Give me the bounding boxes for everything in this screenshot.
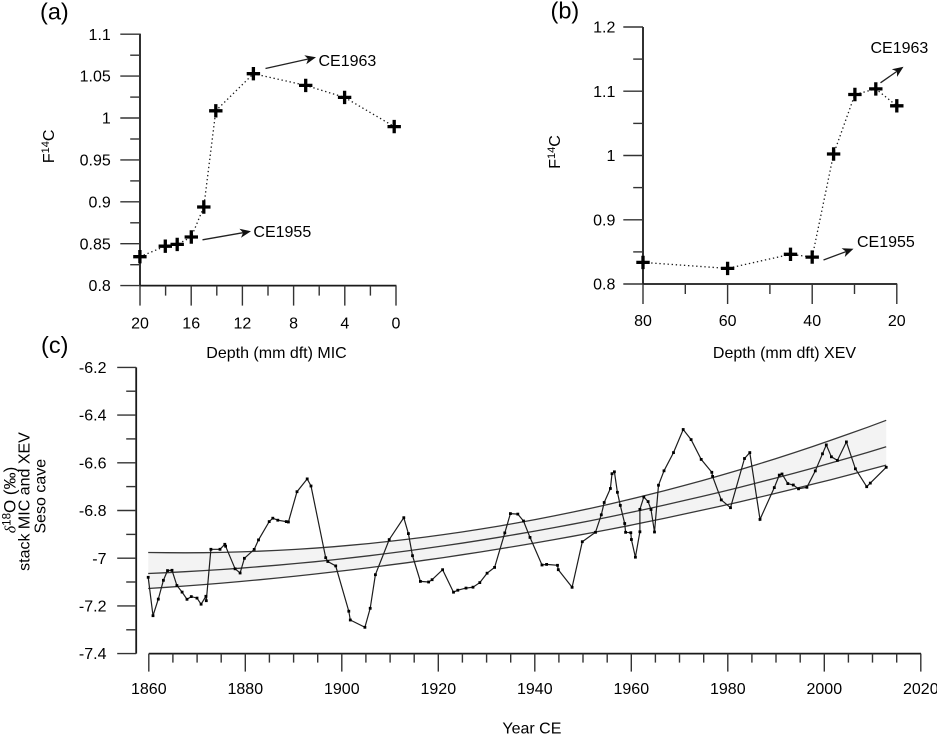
svg-text:1.1: 1.1 xyxy=(89,27,111,44)
svg-text:2020: 2020 xyxy=(903,681,937,698)
svg-text:CE1963: CE1963 xyxy=(871,40,929,57)
svg-text:-6.8: -6.8 xyxy=(79,503,107,520)
svg-text:1940: 1940 xyxy=(517,681,553,698)
svg-text:-6.6: -6.6 xyxy=(79,455,107,472)
svg-text:0: 0 xyxy=(392,316,401,333)
svg-text:12: 12 xyxy=(234,316,252,333)
svg-text:1880: 1880 xyxy=(228,681,264,698)
svg-text:1.05: 1.05 xyxy=(80,69,111,86)
svg-text:-7: -7 xyxy=(92,551,106,568)
svg-text:-7.4: -7.4 xyxy=(79,646,107,663)
svg-text:CE1963: CE1963 xyxy=(319,53,377,70)
svg-text:16: 16 xyxy=(182,316,200,333)
svg-text:1860: 1860 xyxy=(131,681,167,698)
svg-text:1.1: 1.1 xyxy=(593,84,615,101)
svg-text:20: 20 xyxy=(888,313,906,330)
svg-text:-6.4: -6.4 xyxy=(79,408,107,425)
svg-text:60: 60 xyxy=(719,313,737,330)
svg-text:CE1955: CE1955 xyxy=(253,224,311,241)
svg-text:(c): (c) xyxy=(41,332,68,358)
svg-text:1900: 1900 xyxy=(324,681,360,698)
svg-text:CE1955: CE1955 xyxy=(857,234,915,251)
svg-text:0.9: 0.9 xyxy=(593,212,615,229)
svg-text:F14C: F14C xyxy=(40,130,58,164)
svg-text:δ18O (‰): δ18O (‰) xyxy=(1,467,20,534)
svg-text:0.9: 0.9 xyxy=(89,194,111,211)
svg-text:0.95: 0.95 xyxy=(80,153,111,170)
svg-text:1980: 1980 xyxy=(710,681,746,698)
svg-text:Depth (mm dft) XEV: Depth (mm dft) XEV xyxy=(713,345,856,362)
svg-text:Seso cave: Seso cave xyxy=(33,459,50,534)
svg-text:1: 1 xyxy=(102,111,111,128)
svg-text:stack MIC and XEV: stack MIC and XEV xyxy=(17,432,34,571)
svg-text:1: 1 xyxy=(606,148,615,165)
svg-text:2000: 2000 xyxy=(807,681,843,698)
svg-text:0.85: 0.85 xyxy=(80,236,111,253)
svg-text:40: 40 xyxy=(803,313,821,330)
svg-text:1920: 1920 xyxy=(421,681,457,698)
svg-text:-7.2: -7.2 xyxy=(79,599,107,616)
svg-text:(b): (b) xyxy=(551,0,580,23)
svg-text:80: 80 xyxy=(634,313,652,330)
svg-text:Depth (mm dft) MIC: Depth (mm dft) MIC xyxy=(206,345,346,362)
svg-text:4: 4 xyxy=(340,316,349,333)
svg-text:F14C: F14C xyxy=(546,135,564,169)
svg-text:0.8: 0.8 xyxy=(89,278,111,295)
svg-text:Year CE: Year CE xyxy=(502,721,561,737)
svg-text:-6.2: -6.2 xyxy=(79,360,107,377)
svg-text:8: 8 xyxy=(289,316,298,333)
svg-text:20: 20 xyxy=(131,316,149,333)
svg-text:1960: 1960 xyxy=(614,681,650,698)
svg-text:(a): (a) xyxy=(40,0,69,24)
svg-text:0.8: 0.8 xyxy=(593,277,615,294)
svg-text:1.2: 1.2 xyxy=(593,20,615,37)
